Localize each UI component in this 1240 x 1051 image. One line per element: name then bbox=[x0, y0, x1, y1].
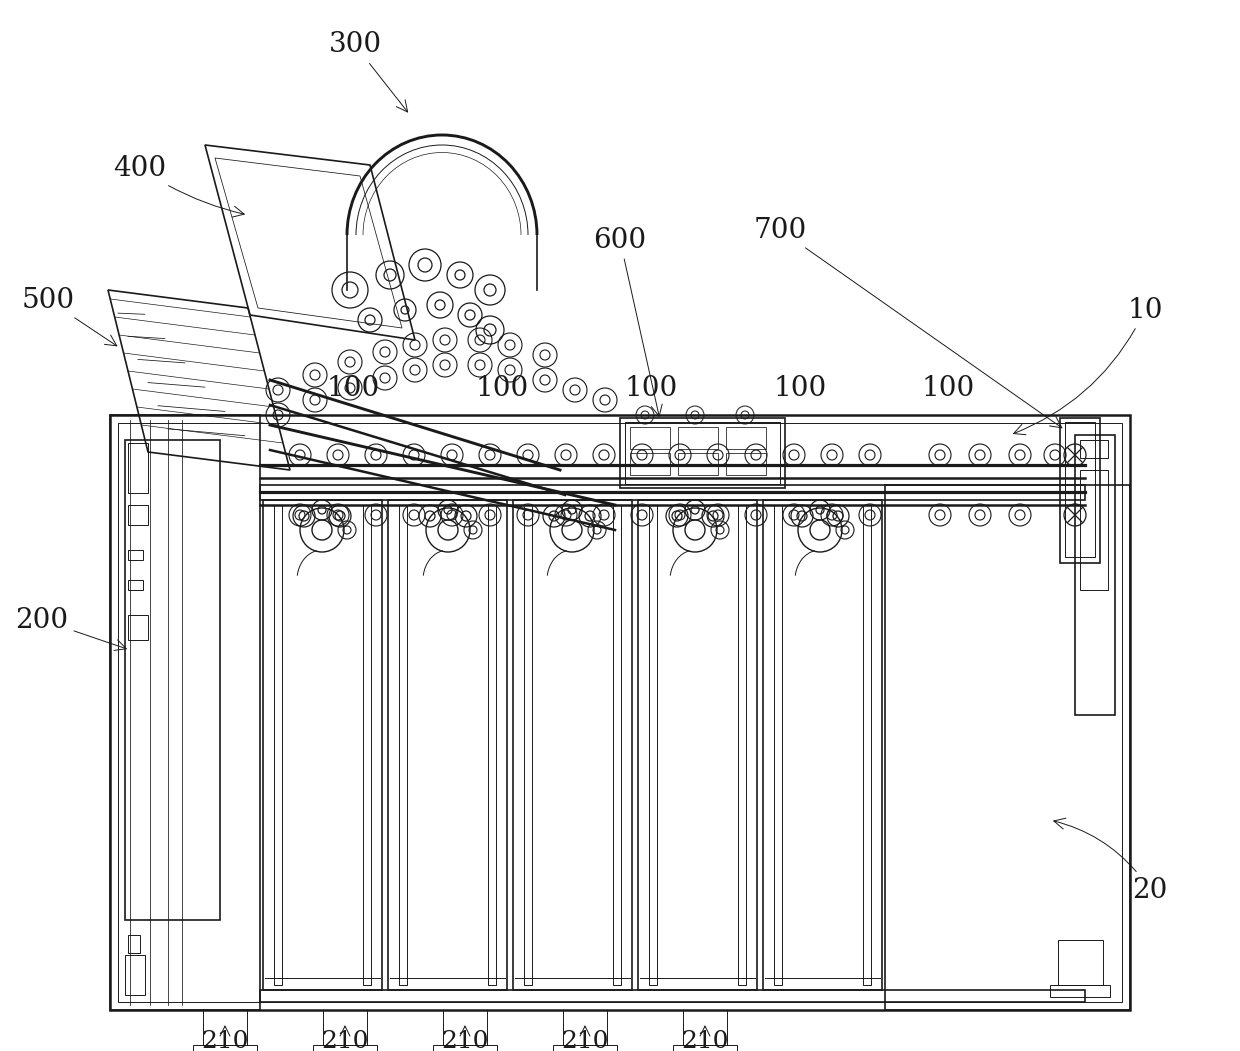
Bar bbox=[513, 500, 632, 990]
Bar bbox=[1050, 985, 1110, 997]
Bar bbox=[193, 1045, 257, 1051]
Bar bbox=[312, 1045, 377, 1051]
Bar bbox=[1080, 440, 1109, 458]
Bar bbox=[763, 500, 882, 990]
Bar bbox=[1060, 418, 1100, 563]
Bar bbox=[110, 415, 260, 1010]
Text: 210: 210 bbox=[201, 1026, 249, 1051]
Bar bbox=[274, 504, 281, 985]
Bar bbox=[489, 504, 496, 985]
Text: 10: 10 bbox=[1013, 296, 1163, 435]
Text: 600: 600 bbox=[594, 227, 662, 416]
Bar bbox=[260, 990, 1085, 1002]
Bar bbox=[125, 440, 219, 920]
Text: 300: 300 bbox=[329, 32, 408, 112]
Bar bbox=[620, 418, 785, 488]
Bar bbox=[1075, 435, 1115, 715]
Bar bbox=[118, 423, 1122, 1002]
Bar bbox=[263, 500, 382, 990]
Bar bbox=[630, 427, 670, 449]
Bar bbox=[673, 1045, 737, 1051]
Bar bbox=[885, 485, 1130, 1010]
Text: 700: 700 bbox=[754, 217, 1061, 428]
Text: 100: 100 bbox=[625, 375, 677, 403]
Bar bbox=[443, 1010, 487, 1045]
Bar bbox=[1058, 940, 1104, 985]
Bar bbox=[639, 500, 756, 990]
Text: 100: 100 bbox=[774, 375, 826, 403]
Bar bbox=[1080, 470, 1109, 590]
Bar bbox=[128, 615, 148, 640]
Bar bbox=[774, 504, 782, 985]
Bar bbox=[128, 580, 143, 590]
Text: 100: 100 bbox=[923, 375, 975, 403]
Bar bbox=[128, 935, 140, 953]
Text: 210: 210 bbox=[681, 1026, 729, 1051]
Bar bbox=[399, 504, 407, 985]
Text: 210: 210 bbox=[562, 1026, 609, 1051]
Text: 400: 400 bbox=[113, 154, 244, 218]
Bar bbox=[433, 1045, 497, 1051]
Bar bbox=[110, 415, 1130, 1010]
Text: 100: 100 bbox=[476, 375, 528, 403]
Bar bbox=[525, 504, 532, 985]
Bar bbox=[128, 444, 148, 493]
Bar bbox=[683, 1010, 727, 1045]
Text: 210: 210 bbox=[321, 1026, 368, 1051]
Bar bbox=[625, 423, 780, 485]
Bar bbox=[738, 504, 746, 985]
Bar bbox=[128, 504, 148, 526]
Bar bbox=[322, 1010, 367, 1045]
Bar bbox=[630, 453, 670, 475]
Bar bbox=[725, 427, 766, 449]
Text: 200: 200 bbox=[15, 606, 126, 651]
Bar bbox=[128, 550, 143, 560]
Bar bbox=[363, 504, 371, 985]
Text: 500: 500 bbox=[21, 287, 117, 346]
Bar bbox=[613, 504, 621, 985]
Text: 100: 100 bbox=[327, 375, 379, 403]
Bar bbox=[125, 955, 145, 995]
Text: 20: 20 bbox=[1054, 819, 1168, 904]
Bar bbox=[725, 453, 766, 475]
Bar bbox=[388, 500, 507, 990]
Bar bbox=[563, 1010, 608, 1045]
Bar bbox=[863, 504, 870, 985]
Bar bbox=[553, 1045, 618, 1051]
Bar bbox=[649, 504, 657, 985]
Text: 210: 210 bbox=[441, 1026, 489, 1051]
Bar bbox=[678, 453, 718, 475]
Bar bbox=[203, 1010, 247, 1045]
Bar bbox=[260, 485, 1085, 500]
Bar bbox=[1065, 423, 1095, 557]
Bar bbox=[678, 427, 718, 449]
